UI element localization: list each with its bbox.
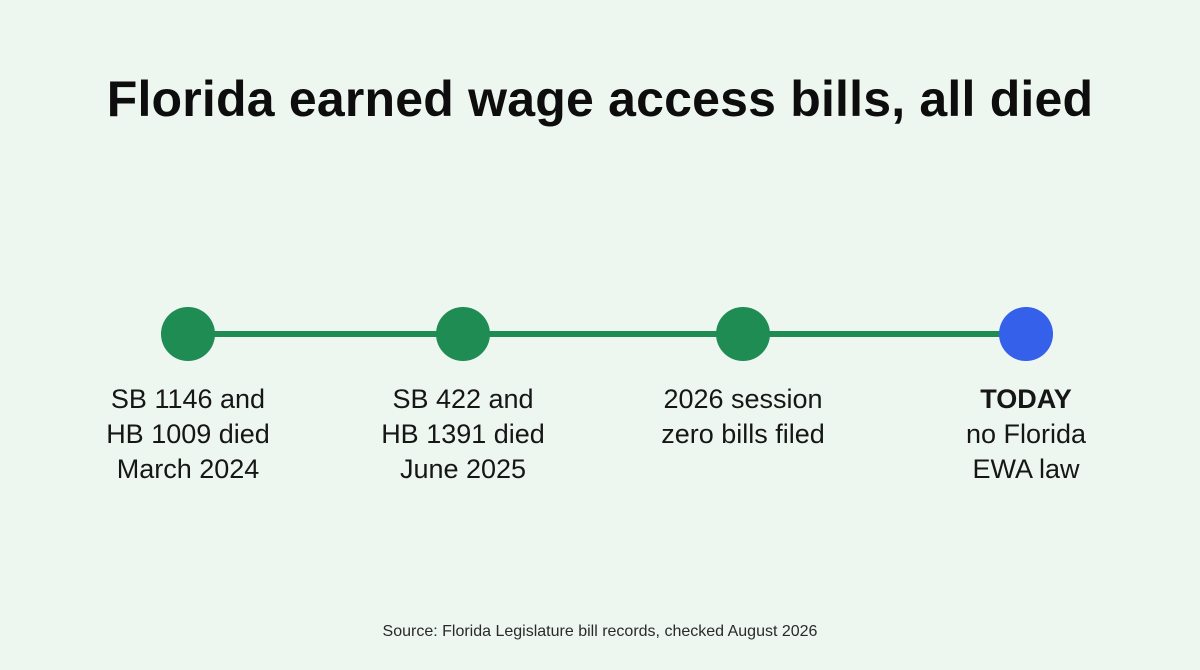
event-line: HB 1009 died (106, 419, 270, 449)
timeline-node-2026-session (716, 307, 770, 361)
event-label-march-2024: SB 1146 and HB 1009 died March 2024 (68, 382, 308, 487)
event-line: EWA law (972, 454, 1080, 484)
timeline-node-march-2024 (161, 307, 215, 361)
event-line: 2026 session (663, 384, 823, 414)
event-line: no Florida (965, 419, 1087, 449)
timeline-line (188, 331, 1026, 337)
event-label-june-2025: SB 422 and HB 1391 died June 2025 (343, 382, 583, 487)
timeline-node-june-2025 (436, 307, 490, 361)
event-line: zero bills filed (661, 419, 825, 449)
today-heading: TODAY (980, 384, 1072, 414)
event-line: SB 422 and (392, 384, 534, 414)
timeline-node-today (999, 307, 1053, 361)
event-line: SB 1146 and (110, 384, 266, 414)
event-line: June 2025 (399, 454, 527, 484)
event-label-2026-session: 2026 session zero bills filed (623, 382, 863, 452)
event-label-today: TODAY no Florida EWA law (906, 382, 1146, 487)
event-line: March 2024 (116, 454, 260, 484)
source-note: Source: Florida Legislature bill records… (382, 623, 818, 640)
event-line: HB 1391 died (381, 419, 545, 449)
page-title: Florida earned wage access bills, all di… (106, 71, 1094, 127)
